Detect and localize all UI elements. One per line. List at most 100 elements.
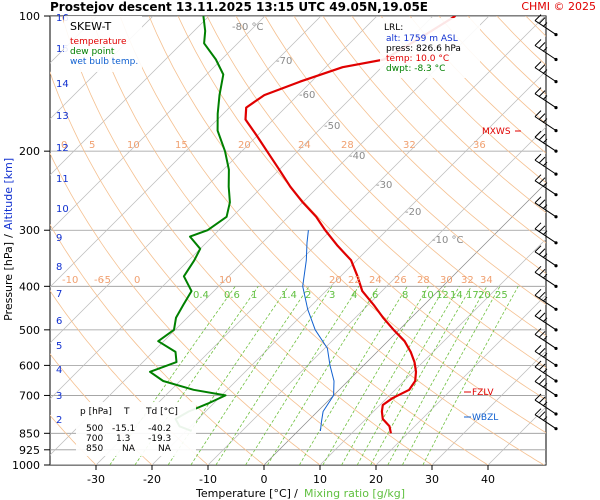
table-row-850-p: 850 (86, 444, 103, 454)
y-axis-title: Pressure [hPa] / Altitude [km] (2, 158, 15, 321)
x-axis-title: Temperature [°C] / Mixing ratio [g/kg] (195, 487, 405, 500)
table-row-850-t: NA (122, 444, 136, 454)
lrl-press: press: 826.6 hPa (386, 44, 461, 54)
mixing-ratio-line (422, 286, 519, 465)
isotherm-line (95, 16, 546, 465)
dry-adiabat-line (50, 223, 265, 465)
isotherm-line (50, 16, 434, 400)
wind-barb (534, 328, 558, 351)
theta-label: 10 (127, 140, 140, 151)
x-axis-title-temperature: Temperature [°C] (195, 487, 291, 500)
x-axis-title-separator: / (294, 487, 298, 500)
mixing-ratio-line (245, 286, 360, 465)
mixing-ratio-label: 3 (329, 290, 335, 301)
wbzl-label: WBZL (472, 413, 498, 423)
mixing-ratio-line (341, 286, 446, 465)
plot-area (49, 15, 547, 466)
dry-adiabat-line (61, 16, 433, 465)
pressure-tick-label: 1000 (12, 459, 40, 472)
mixing-ratio-label: 8 (402, 290, 408, 301)
dry-adiabat-line (206, 16, 546, 368)
legend-wet-bulb: wet bulb temp. (70, 57, 138, 67)
wind-barb (534, 110, 558, 133)
wind-barb (534, 309, 558, 332)
dry-adiabat-line (322, 16, 546, 244)
x-tick-label: -30 (87, 473, 105, 486)
mxws-label: MXWS (482, 127, 511, 137)
series-line-dew-point (149, 16, 231, 432)
legend-dew-point: dew point (70, 47, 115, 57)
wind-barb (534, 61, 558, 84)
y-axis-title-pressure: Pressure [hPa] (2, 242, 15, 321)
table-row-700-t: 1.3 (116, 434, 130, 444)
altitude-tick-label: 2 (56, 415, 62, 426)
x-tick-label: 0 (261, 473, 268, 486)
legend-temperature: temperature (70, 37, 127, 47)
isotherm-line (151, 70, 546, 465)
wind-barb (534, 408, 558, 431)
theta-label: 32 (461, 275, 474, 286)
theta-label: 32 (403, 140, 416, 151)
dry-adiabat-line (50, 414, 97, 465)
altitude-tick-label: 6 (56, 316, 62, 327)
mixing-ratio-label: 4 (351, 290, 357, 301)
altitude-tick-label: 9 (56, 233, 62, 244)
isotherm-line (263, 182, 546, 465)
lrl-heading: LRL: (384, 23, 403, 33)
pressure-tick-label: 700 (19, 389, 40, 402)
altitude-tick-label: 5 (56, 341, 62, 352)
dry-adiabat-line (50, 152, 321, 465)
altitude-tick-label: 7 (56, 289, 62, 300)
isotherm-line (50, 16, 154, 120)
wind-barb (534, 87, 558, 110)
altitude-tick-label: 14 (56, 79, 69, 90)
mixing-ratio-label: 20 (478, 290, 491, 301)
theta-label: 20 (329, 275, 342, 286)
mixing-ratio-line (356, 286, 460, 465)
isotherm-line (207, 126, 546, 465)
wind-barb (534, 222, 558, 245)
x-tick-label: 40 (481, 473, 495, 486)
theta-label: 20 (238, 140, 251, 151)
mixing-ratio-line (215, 286, 333, 465)
isotherm-label: -70 (276, 56, 292, 67)
mixing-ratio-line (299, 286, 408, 465)
mixing-ratio-label: 25 (495, 290, 508, 301)
lrl-box: LRL: alt: 1759 m ASL press: 826.6 hPa te… (380, 18, 480, 78)
theta-label: 0 (134, 275, 140, 286)
x-tick-label: -20 (143, 473, 161, 486)
altitude-tick-label: 13 (56, 111, 69, 122)
isotherm-label: -60 (299, 90, 315, 101)
isotherm-line (50, 16, 266, 232)
table-header-td: Td [°C] (145, 407, 178, 417)
table-header-t: T (123, 407, 130, 417)
altitude-tick-label: 4 (56, 365, 62, 376)
theta-label: 0 (61, 140, 67, 151)
lrl-temp: temp: 10.0 °C (386, 54, 449, 64)
series-line-wet-bulb-temp- (302, 230, 335, 432)
isotherm-label: -30 (376, 180, 392, 191)
isotherm-line (50, 16, 490, 456)
mixing-ratio-line (322, 286, 429, 465)
fzlv-label: FZLV (472, 388, 494, 398)
level-table: p [hPa] T Td [°C] 500 -15.1 -40.2 700 1.… (76, 402, 196, 456)
wind-barb (534, 288, 558, 311)
pressure-tick-label: 600 (19, 359, 40, 372)
isotherm-label: -10 °C (432, 235, 464, 246)
dry-adiabat-line (555, 16, 600, 465)
dry-adiabat-line (351, 16, 546, 214)
y-axis-title-separator: / (2, 234, 15, 238)
mixing-ratio-label: 0.6 (224, 290, 240, 301)
altitude-tick-label: 10 (56, 204, 69, 215)
wind-barb (534, 153, 558, 176)
theta-label: 15 (175, 140, 188, 151)
wind-barb (534, 360, 558, 383)
mixing-ratio-label: 6 (372, 290, 378, 301)
wind-barb (534, 130, 558, 153)
altitude-tick-label: 8 (56, 262, 62, 273)
pressure-tick-label: 850 (19, 427, 40, 440)
page-title: Prostejov descent 13.11.2025 13:15 UTC 4… (50, 0, 429, 14)
x-tick-label: -10 (199, 473, 217, 486)
isotherm-label: -50 (324, 121, 340, 132)
isotherm-line (375, 294, 546, 465)
